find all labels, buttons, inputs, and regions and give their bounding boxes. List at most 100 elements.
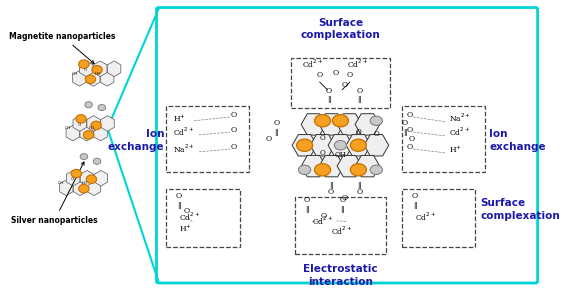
Polygon shape — [364, 135, 389, 156]
Text: OH: OH — [335, 151, 347, 159]
Polygon shape — [87, 71, 100, 86]
Text: ‖: ‖ — [327, 96, 331, 103]
Ellipse shape — [80, 154, 88, 160]
Ellipse shape — [98, 104, 105, 111]
Text: HO: HO — [88, 126, 95, 130]
Polygon shape — [72, 71, 86, 86]
Ellipse shape — [93, 158, 101, 164]
Text: H$^{+}$: H$^{+}$ — [179, 222, 192, 234]
Ellipse shape — [296, 139, 312, 151]
Text: O: O — [303, 196, 310, 204]
Polygon shape — [319, 114, 344, 135]
Text: Cd$^{2+}$: Cd$^{2+}$ — [302, 57, 323, 70]
Polygon shape — [301, 155, 326, 177]
Bar — [295, 197, 386, 254]
Bar — [291, 59, 390, 107]
Text: ‖: ‖ — [305, 206, 308, 213]
Ellipse shape — [351, 164, 367, 176]
Polygon shape — [66, 125, 80, 141]
Text: O: O — [412, 192, 418, 200]
Text: Cd$^{2+}$: Cd$^{2+}$ — [179, 210, 200, 223]
Text: O: O — [176, 192, 182, 200]
Text: ‖: ‖ — [357, 182, 361, 189]
Ellipse shape — [370, 116, 382, 126]
Text: Cd$^{2+}$: Cd$^{2+}$ — [331, 224, 352, 237]
Polygon shape — [355, 155, 380, 177]
Text: O: O — [342, 81, 348, 89]
Text: O: O — [266, 135, 272, 143]
Text: H$^{+}$: H$^{+}$ — [449, 143, 462, 155]
Text: ‖: ‖ — [177, 202, 181, 209]
Text: Cd$^{2+}$: Cd$^{2+}$ — [347, 57, 368, 70]
Text: O: O — [406, 143, 412, 151]
Ellipse shape — [91, 121, 101, 130]
Text: Magnetite nanoparticles: Magnetite nanoparticles — [9, 32, 115, 64]
Text: Ion
exchange: Ion exchange — [107, 129, 164, 152]
Text: O: O — [356, 87, 363, 95]
Text: O: O — [326, 87, 332, 95]
Polygon shape — [94, 125, 107, 141]
Text: HO: HO — [82, 181, 88, 185]
Polygon shape — [101, 116, 114, 131]
Polygon shape — [93, 61, 107, 77]
Ellipse shape — [76, 115, 86, 123]
Bar — [166, 189, 239, 247]
Text: O: O — [71, 177, 74, 181]
Text: ‖: ‖ — [329, 182, 333, 189]
Bar — [402, 189, 475, 247]
FancyBboxPatch shape — [157, 7, 538, 283]
Text: Surface
complexation: Surface complexation — [300, 18, 380, 40]
Ellipse shape — [79, 60, 89, 68]
Text: O: O — [231, 111, 237, 119]
Polygon shape — [319, 155, 344, 177]
Text: O: O — [78, 123, 81, 126]
Polygon shape — [337, 155, 362, 177]
Text: O: O — [342, 194, 348, 202]
Ellipse shape — [332, 115, 348, 127]
Ellipse shape — [83, 131, 93, 139]
Text: O: O — [339, 196, 345, 204]
Polygon shape — [59, 180, 73, 196]
Polygon shape — [73, 116, 87, 131]
Text: Ion
exchange: Ion exchange — [490, 129, 546, 152]
Text: O: O — [406, 111, 412, 119]
Text: O: O — [328, 188, 334, 196]
Text: Cd$^{2+}$: Cd$^{2+}$ — [415, 210, 436, 223]
Polygon shape — [74, 180, 87, 196]
Text: O: O — [316, 71, 323, 79]
Text: Na$^{2+}$: Na$^{2+}$ — [449, 111, 471, 124]
Text: Cd$^{2+}$: Cd$^{2+}$ — [312, 215, 333, 227]
Text: Cd$^{2+}$: Cd$^{2+}$ — [449, 126, 470, 138]
Polygon shape — [346, 135, 371, 156]
Text: O: O — [184, 207, 190, 215]
Text: Cd$^{2+}$: Cd$^{2+}$ — [173, 126, 195, 138]
Polygon shape — [80, 125, 93, 141]
Ellipse shape — [86, 75, 96, 83]
Text: Electrostatic
interaction: Electrostatic interaction — [303, 264, 378, 287]
Ellipse shape — [86, 175, 96, 184]
Polygon shape — [100, 71, 114, 86]
Text: O: O — [84, 68, 87, 72]
Ellipse shape — [85, 102, 92, 108]
Text: O: O — [356, 128, 361, 136]
Ellipse shape — [299, 165, 311, 175]
Polygon shape — [80, 170, 94, 186]
Ellipse shape — [79, 184, 89, 193]
Text: ‖: ‖ — [341, 206, 344, 213]
Text: O: O — [409, 135, 415, 143]
Text: Silver nanoparticles: Silver nanoparticles — [11, 162, 98, 225]
Text: O: O — [356, 188, 363, 196]
Text: Surface
complexation: Surface complexation — [480, 198, 560, 221]
Text: Na$^{2+}$: Na$^{2+}$ — [173, 142, 195, 155]
Text: O: O — [401, 118, 408, 126]
Polygon shape — [328, 135, 353, 156]
Text: OH: OH — [65, 126, 71, 130]
Text: ‖: ‖ — [357, 96, 361, 103]
Polygon shape — [310, 135, 335, 156]
Text: OH: OH — [58, 181, 64, 185]
Text: O: O — [347, 71, 353, 79]
Text: O: O — [333, 68, 339, 77]
Ellipse shape — [315, 164, 331, 176]
Polygon shape — [292, 135, 317, 156]
Polygon shape — [87, 116, 100, 131]
